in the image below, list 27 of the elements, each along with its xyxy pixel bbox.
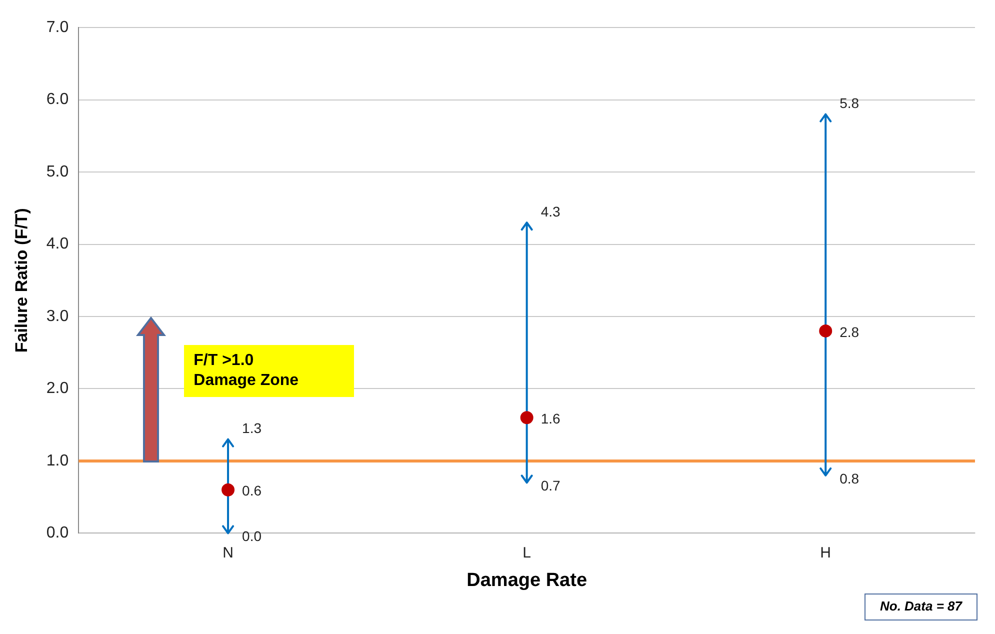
x-tick-label: H [820, 544, 832, 562]
x-axis-title: Damage Rate [466, 570, 588, 591]
annotation: 1.3 [242, 420, 262, 436]
data-label: 0.6 [242, 482, 262, 499]
annotation: F/T >1.0 Damage Zone [194, 351, 300, 392]
point [819, 324, 832, 338]
y-axis-title: Failure Ratio (F/T) [12, 208, 31, 353]
data-label: 2.8 [840, 324, 860, 340]
y-tick-label: 1.0 [46, 452, 69, 470]
y-tick-label: 4.0 [46, 236, 69, 253]
annotation: 0.7 [540, 478, 560, 494]
text: No. Data = 87 [880, 598, 963, 614]
y-tick-label: 7.0 [46, 19, 69, 36]
y-tick-label: 5.0 [46, 163, 69, 180]
annotation: 0.8 [840, 470, 860, 486]
annotation: 5.8 [840, 95, 860, 112]
point [222, 483, 235, 496]
x-tick-label: N [222, 544, 234, 562]
x-tick-label: L [522, 544, 531, 562]
point [520, 411, 534, 424]
y-tick-label: 0.0 [46, 524, 69, 542]
y-tick-label: 3.0 [46, 308, 69, 325]
annotation: 4.3 [540, 203, 560, 220]
data-label: 1.6 [540, 410, 560, 426]
y-tick-label: 2.0 [46, 380, 69, 398]
annotation: 0.0 [242, 528, 262, 544]
y-tick-label: 6.0 [46, 91, 69, 108]
